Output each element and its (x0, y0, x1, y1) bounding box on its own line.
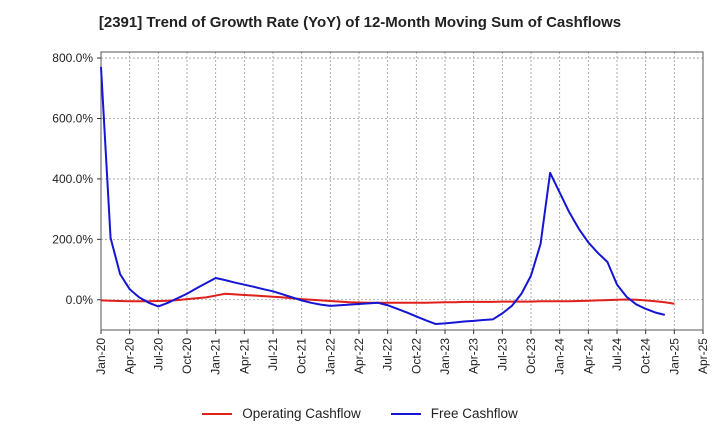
y-tick-label: 200.0% (52, 232, 93, 246)
x-tick-label: Apr-21 (237, 338, 251, 374)
x-tick-label: Oct-20 (180, 338, 194, 374)
x-tick-label: Jan-20 (94, 338, 108, 375)
x-tick-label: Jul-20 (151, 338, 165, 371)
y-tick-label: 600.0% (52, 111, 93, 125)
y-tick-label: 400.0% (52, 172, 93, 186)
legend-swatch-free-cashflow (390, 412, 421, 415)
x-tick-label: Jan-21 (209, 338, 223, 375)
legend-label-free-cashflow: Free Cashflow (430, 406, 518, 421)
x-tick-label: Oct-21 (295, 338, 309, 374)
y-tick-label: 0.0% (66, 293, 94, 307)
y-tick-label: 800.0% (52, 51, 93, 65)
series-line-operating-cashflow (100, 292, 675, 305)
axes: Jan-20 Apr-20 Jul-20 Oct-20 Jan-21 Apr-21 Jul-… (52, 51, 710, 375)
x-tick-label: Apr-22 (352, 338, 366, 374)
series-line-free-cashflow (100, 67, 666, 325)
legend-item-free-cashflow: Free Cashflow (390, 406, 518, 421)
legend: Operating Cashflow Free Cashflow (0, 406, 720, 421)
x-tick-label: Jan-24 (553, 338, 567, 375)
x-tick-label: Apr-23 (467, 338, 481, 374)
legend-label-operating-cashflow: Operating Cashflow (242, 406, 361, 421)
chart-title: [2391] Trend of Growth Rate (YoY) of 12-… (98, 14, 622, 31)
x-tick-label: Jul-23 (495, 338, 509, 371)
x-tick-label: Oct-24 (639, 338, 653, 374)
grid-lines (100, 52, 704, 330)
x-tick-label: Jan-22 (323, 338, 337, 375)
series-lines (100, 67, 675, 325)
legend-item-operating-cashflow: Operating Cashflow (202, 406, 361, 421)
x-tick-label: Jul-21 (266, 338, 280, 371)
x-tick-label: Apr-24 (581, 338, 595, 374)
x-tick-label: Apr-20 (123, 338, 137, 374)
x-tick-label: Apr-25 (696, 338, 710, 374)
legend-swatch-operating-cashflow (202, 412, 233, 415)
plot-frame (100, 51, 704, 331)
x-tick-label: Jul-22 (381, 338, 395, 371)
x-tick-label: Oct-22 (409, 338, 423, 374)
x-tick-label: Jul-24 (610, 338, 624, 371)
x-tick-label: Jan-25 (667, 338, 681, 375)
x-tick-label: Jan-23 (438, 338, 452, 375)
x-tick-label: Oct-23 (524, 338, 538, 374)
